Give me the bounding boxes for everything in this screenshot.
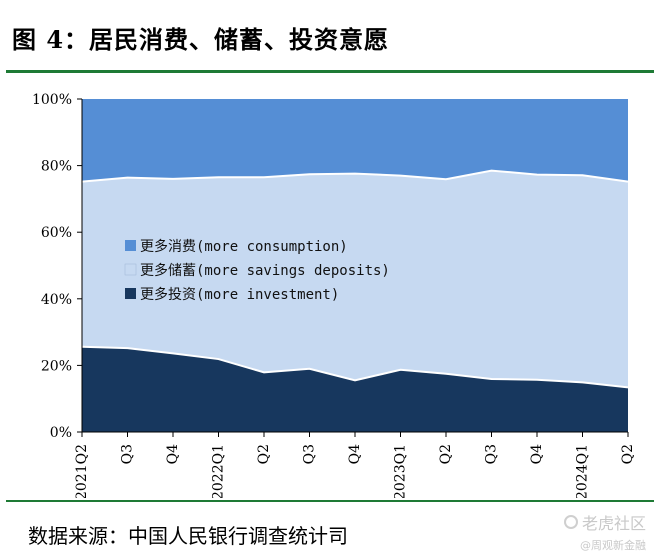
y-tick-label: 60%	[41, 225, 72, 241]
x-tick-label: 2022Q1	[211, 444, 227, 498]
area-consumption	[82, 99, 628, 182]
x-tick-label: 2021Q2	[74, 444, 90, 498]
y-tick-label: 20%	[41, 358, 72, 374]
legend-label-consumption: 更多消费(more consumption)	[140, 238, 348, 255]
stacked-area-chart: 0% 20% 40% 60% 80% 100% 2021Q2 Q3 Q4 2022Q1 Q2 Q3 Q4…	[32, 92, 636, 498]
y-tick-label: 80%	[41, 159, 72, 175]
x-tick-label: Q3	[484, 444, 500, 464]
y-tick-label: 0%	[50, 425, 72, 441]
legend-label-investment: 更多投资(more investment)	[140, 286, 339, 303]
x-tick-label: Q3	[120, 444, 136, 464]
tiger-logo-icon	[563, 515, 578, 529]
area-investment	[82, 346, 628, 432]
x-tick-label: Q4	[347, 444, 363, 464]
legend-label-savings: 更多储蓄(more savings deposits)	[140, 262, 390, 279]
x-tick-label: 2023Q1	[393, 444, 409, 498]
x-tick-label: Q4	[165, 444, 181, 464]
bottom-rule	[6, 500, 654, 502]
boundary-savings	[81, 169, 629, 183]
figure-title: 图 4：居民消费、储蓄、投资意愿	[12, 25, 390, 54]
legend-swatch-investment	[125, 288, 136, 299]
x-tick-label: 2024Q1	[575, 444, 591, 498]
watermark: 老虎社区 @周观新金融	[563, 510, 646, 553]
watermark-main: 老虎社区	[581, 514, 646, 533]
x-tick-label: Q2	[620, 444, 636, 464]
boundary-investment	[81, 345, 629, 389]
legend-swatch-savings	[124, 263, 137, 276]
y-tick-label: 40%	[41, 292, 72, 308]
x-tick-label: Q4	[529, 444, 545, 464]
x-tick-label: Q2	[256, 444, 272, 464]
top-rule	[6, 70, 654, 73]
source-note: 数据来源：中国人民银行调查统计司	[28, 524, 348, 548]
y-tick-label: 100%	[32, 92, 72, 108]
chart-area: 0% 20% 40% 60% 80% 100% 2021Q2 Q3 Q4 2022Q1 Q2 Q3 Q4…	[0, 78, 660, 498]
legend-swatch-consumption	[125, 240, 136, 251]
watermark-sub: @周观新金融	[580, 539, 646, 552]
area-savings	[82, 170, 628, 388]
x-tick-label: Q2	[438, 444, 454, 464]
x-tick-label: Q3	[302, 444, 318, 464]
